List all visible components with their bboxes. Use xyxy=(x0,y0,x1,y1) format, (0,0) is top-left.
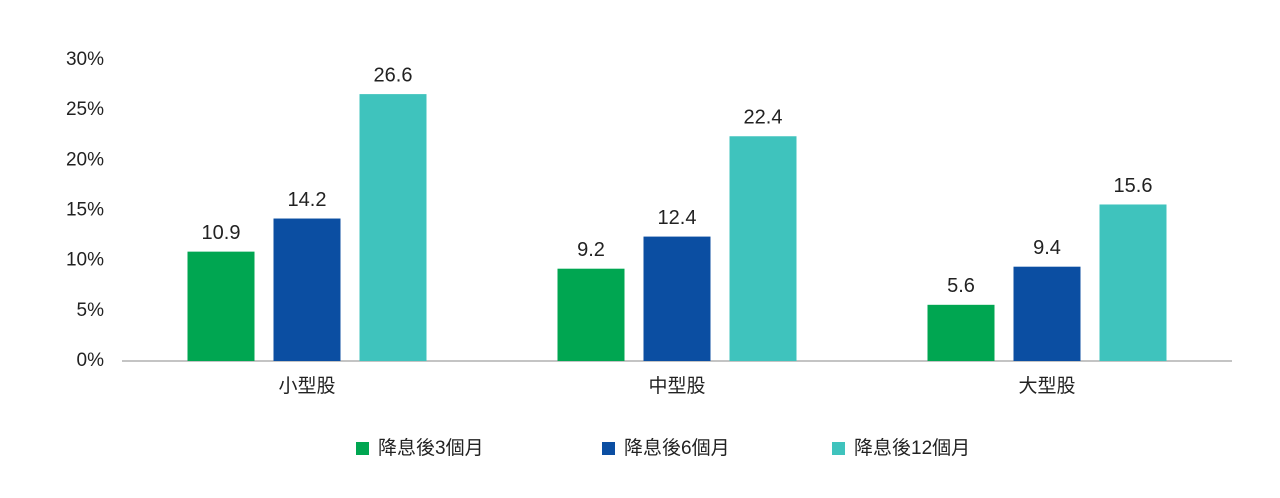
data-label: 15.6 xyxy=(1114,175,1153,197)
legend-swatch xyxy=(356,442,369,455)
bar xyxy=(359,94,427,361)
y-tick-label: 30% xyxy=(66,49,104,70)
bar xyxy=(1013,266,1081,361)
bar xyxy=(273,218,341,361)
data-label: 14.2 xyxy=(288,189,327,211)
x-tick-label: 大型股 xyxy=(1018,375,1075,397)
x-tick-label: 中型股 xyxy=(648,375,705,397)
y-tick-label: 20% xyxy=(66,149,104,170)
bar xyxy=(187,251,255,361)
data-label: 9.4 xyxy=(1033,237,1061,259)
legend-label: 降息後3個月 xyxy=(378,437,484,459)
legend-label: 降息後12個月 xyxy=(854,437,970,459)
y-tick-label: 10% xyxy=(66,250,104,271)
bar xyxy=(557,268,625,361)
y-tick-label: 15% xyxy=(66,200,104,221)
y-tick-label: 0% xyxy=(77,350,105,371)
data-label: 9.2 xyxy=(577,239,605,261)
data-label: 22.4 xyxy=(744,107,783,129)
data-label: 5.6 xyxy=(947,275,975,297)
legend-swatch xyxy=(602,442,615,455)
bar xyxy=(729,136,797,361)
x-tick-label: 小型股 xyxy=(278,375,335,397)
bar xyxy=(1099,204,1167,361)
y-tick-label: 25% xyxy=(66,99,104,120)
legend-label: 降息後6個月 xyxy=(624,437,730,459)
data-label: 26.6 xyxy=(374,64,413,86)
bar xyxy=(643,236,711,361)
legend-swatch xyxy=(832,442,845,455)
y-tick-label: 5% xyxy=(77,300,105,321)
data-label: 10.9 xyxy=(202,222,241,244)
bar xyxy=(927,304,995,361)
data-label: 12.4 xyxy=(658,207,697,229)
